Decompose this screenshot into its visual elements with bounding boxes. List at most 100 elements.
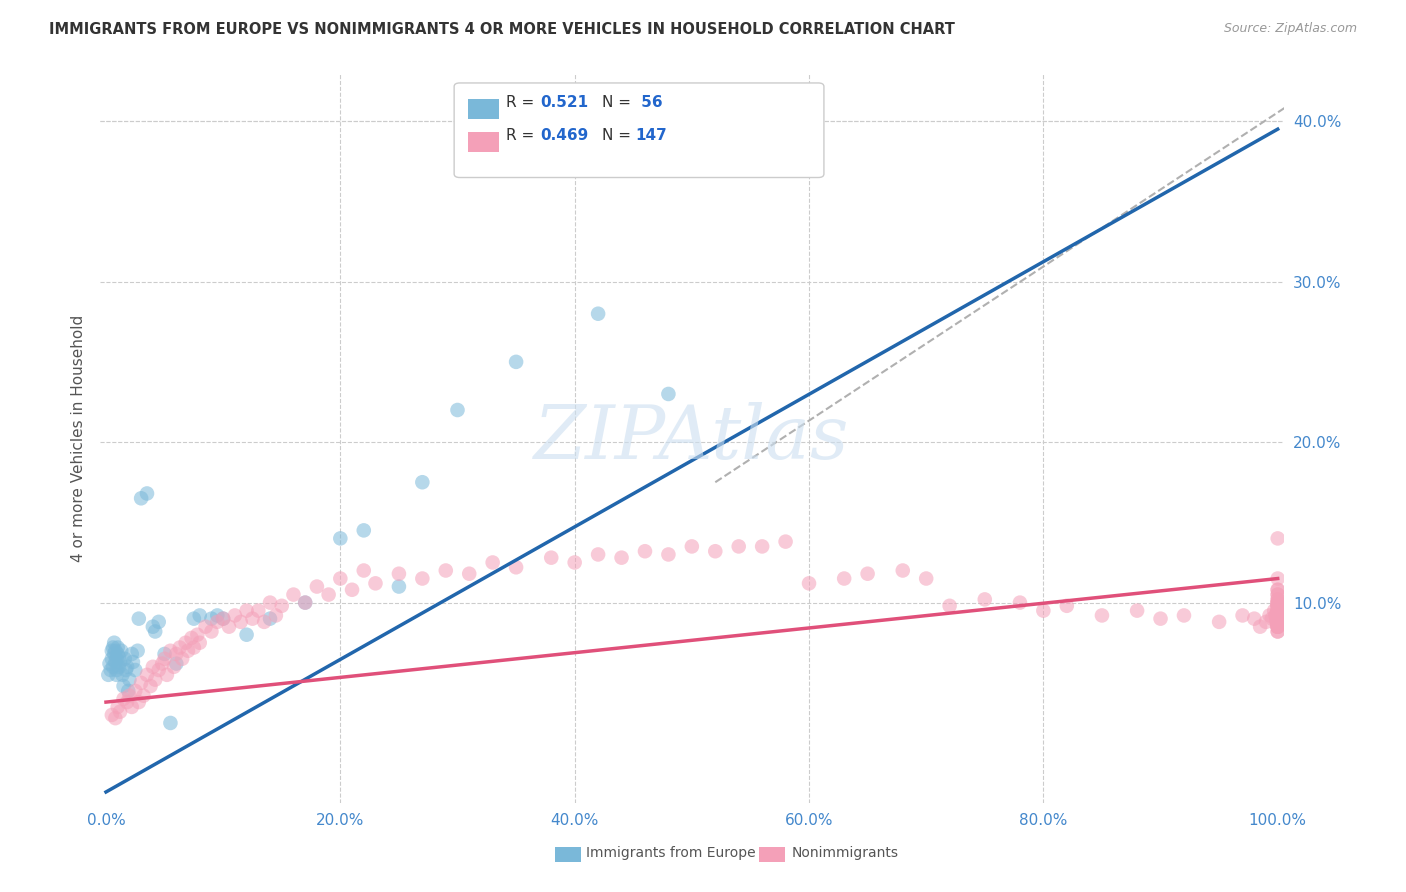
Point <box>411 475 433 490</box>
Point <box>200 624 222 639</box>
Text: 0.469: 0.469 <box>540 128 588 143</box>
Point <box>188 608 211 623</box>
Point <box>1267 608 1289 623</box>
Point <box>97 668 120 682</box>
Text: 0.521: 0.521 <box>540 95 588 110</box>
Point <box>388 580 411 594</box>
Point <box>1032 604 1054 618</box>
Point <box>180 631 202 645</box>
Point <box>143 624 166 639</box>
Point <box>1267 582 1289 597</box>
Point <box>1267 624 1289 639</box>
Point <box>247 604 270 618</box>
Point <box>1267 596 1289 610</box>
Y-axis label: 4 or more Vehicles in Household: 4 or more Vehicles in Household <box>72 315 86 562</box>
Point <box>1267 620 1289 634</box>
Point <box>148 615 170 629</box>
Point <box>681 540 703 554</box>
Point <box>586 307 609 321</box>
Point <box>124 663 146 677</box>
Point <box>634 544 657 558</box>
Point <box>1267 532 1289 546</box>
Point <box>1267 615 1289 629</box>
Point <box>107 647 129 661</box>
Point <box>118 673 141 687</box>
Point <box>1267 599 1289 613</box>
Point <box>1267 615 1289 629</box>
Point <box>112 692 135 706</box>
Point <box>1267 612 1289 626</box>
Point <box>108 655 131 669</box>
Point <box>540 550 562 565</box>
Point <box>235 604 257 618</box>
Point <box>101 652 124 666</box>
Point <box>153 652 176 666</box>
Text: 147: 147 <box>636 128 668 143</box>
Point <box>101 644 124 658</box>
Point <box>1267 604 1289 618</box>
Point <box>270 599 292 613</box>
Point <box>143 673 166 687</box>
Point <box>657 387 679 401</box>
Point <box>1267 615 1289 629</box>
Point <box>1091 608 1114 623</box>
Point <box>434 564 457 578</box>
Point <box>704 544 727 558</box>
Point <box>1267 599 1289 613</box>
Point <box>1243 612 1265 626</box>
Text: N =: N = <box>602 128 636 143</box>
Point <box>1267 599 1289 613</box>
Point <box>1267 608 1289 623</box>
Point <box>115 695 138 709</box>
Point <box>1267 596 1289 610</box>
Point <box>128 695 150 709</box>
Point <box>159 644 181 658</box>
Point <box>1267 588 1289 602</box>
Point <box>938 599 960 613</box>
Point <box>108 705 131 719</box>
Point <box>101 708 124 723</box>
Point <box>1173 608 1195 623</box>
Point <box>1232 608 1254 623</box>
Point <box>1267 612 1289 626</box>
Point <box>1267 596 1289 610</box>
Point <box>1267 592 1289 607</box>
Point <box>128 612 150 626</box>
Point <box>188 636 211 650</box>
Point <box>283 588 305 602</box>
Point <box>105 668 128 682</box>
Point <box>115 663 138 677</box>
Point <box>101 640 124 655</box>
Point <box>1267 604 1289 618</box>
Point <box>156 668 179 682</box>
Point <box>103 636 125 650</box>
Point <box>1267 599 1289 613</box>
Point <box>194 620 217 634</box>
Point <box>212 612 235 626</box>
Point <box>388 566 411 581</box>
Point <box>150 657 173 671</box>
Point <box>142 620 165 634</box>
Point <box>481 556 503 570</box>
Point <box>121 647 143 661</box>
Point <box>107 700 129 714</box>
Point <box>353 524 375 538</box>
Point <box>1267 612 1289 626</box>
Point <box>98 657 121 671</box>
Point <box>751 540 773 554</box>
Point <box>364 576 387 591</box>
Point <box>110 644 132 658</box>
Point <box>353 564 375 578</box>
Point <box>1267 612 1289 626</box>
Point <box>159 716 181 731</box>
Point <box>505 560 527 574</box>
Point <box>610 550 633 565</box>
Point <box>118 689 141 703</box>
Point <box>1149 612 1171 626</box>
Point <box>1008 596 1031 610</box>
Point <box>177 644 200 658</box>
Point <box>121 700 143 714</box>
Point <box>105 663 128 677</box>
Text: 56: 56 <box>636 95 662 110</box>
Point <box>127 644 149 658</box>
